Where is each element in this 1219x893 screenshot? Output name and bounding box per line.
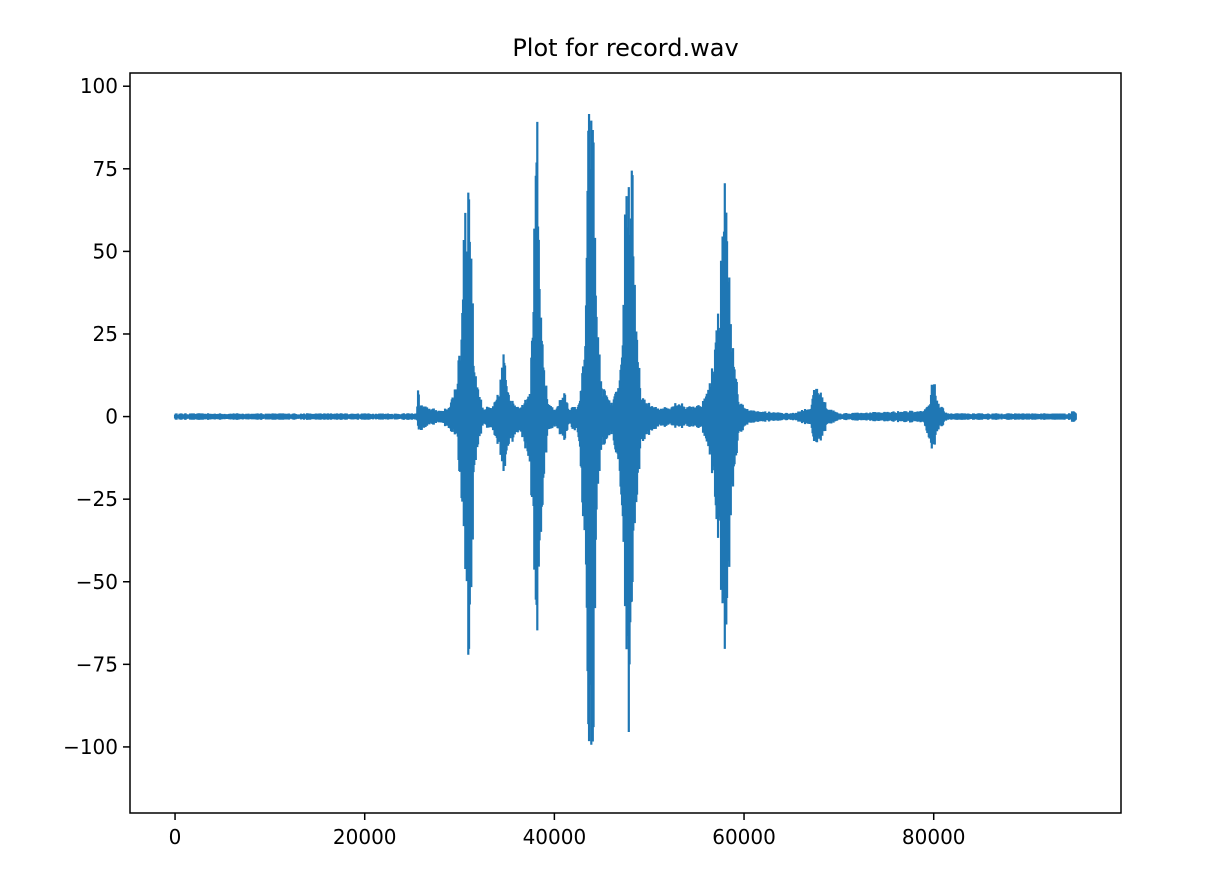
waveform-series-line: [173, 113, 1077, 745]
y-tick-label: 25: [93, 322, 118, 346]
y-tick-label: −25: [76, 487, 118, 511]
x-tick-label: 80000: [902, 825, 966, 849]
x-tick-label: 0: [169, 825, 182, 849]
y-tick-label: −50: [76, 570, 118, 594]
y-tick-label: 50: [93, 239, 118, 263]
y-tick-label: 100: [80, 74, 118, 98]
x-tick-label: 40000: [523, 825, 587, 849]
y-tick-label: 0: [105, 405, 118, 429]
y-tick-label: 75: [93, 157, 118, 181]
x-tick-label: 20000: [333, 825, 397, 849]
y-tick-label: −100: [63, 735, 118, 759]
plot-frame: [129, 72, 1122, 814]
x-tick-label: 60000: [712, 825, 776, 849]
chart-title: Plot for record.wav: [512, 34, 738, 62]
series-layer: [173, 113, 1077, 745]
y-tick-label: −75: [76, 652, 118, 676]
axes-layer: 0 20000 40000 60000 80000 100 75 50 25 0 −25 −50 −75…: [63, 74, 965, 849]
